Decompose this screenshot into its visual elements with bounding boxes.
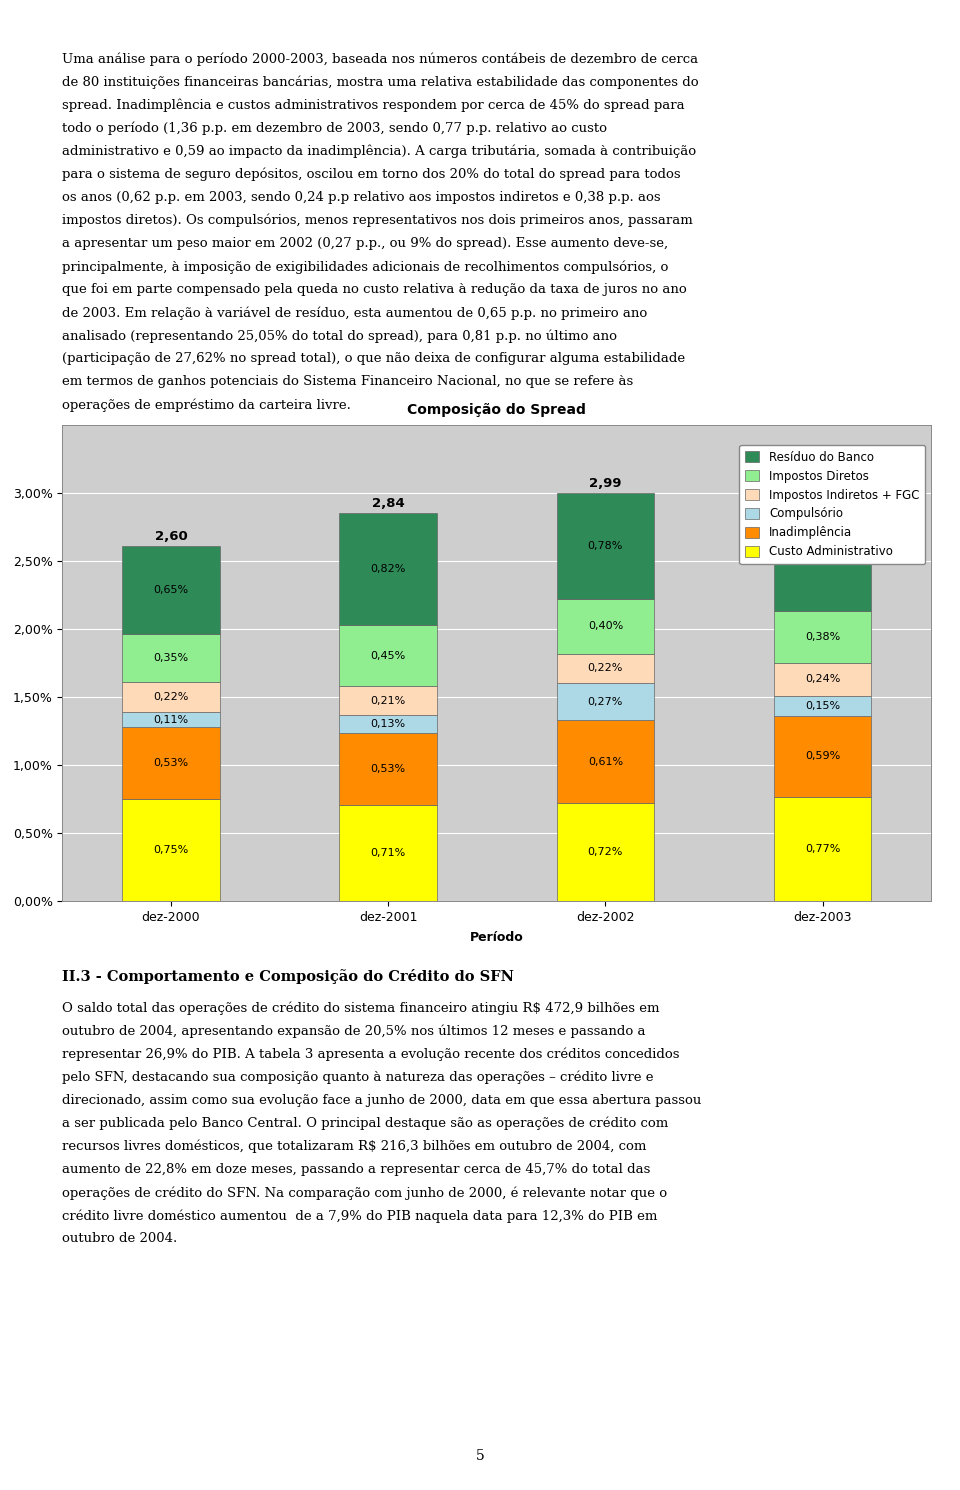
Text: aumento de 22,8% em doze meses, passando a representar cerca de 45,7% do total d: aumento de 22,8% em doze meses, passando… [62,1162,651,1176]
Text: 5: 5 [475,1450,485,1463]
Text: todo o período (1,36 p.p. em dezembro de 2003, sendo 0,77 p.p. relativo ao custo: todo o período (1,36 p.p. em dezembro de… [62,122,608,136]
Text: analisado (representando 25,05% do total do spread), para 0,81 p.p. no último an: analisado (representando 25,05% do total… [62,329,617,343]
Text: impostos diretos). Os compulsórios, menos representativos nos dois primeiros ano: impostos diretos). Os compulsórios, meno… [62,215,693,228]
Text: os anos (0,62 p.p. em 2003, sendo 0,24 p.p relativo aos impostos indiretos e 0,3: os anos (0,62 p.p. em 2003, sendo 0,24 p… [62,191,661,204]
Bar [774,663,872,696]
Text: Uma análise para o período 2000-2003, baseada nos números contábeis de dezembro : Uma análise para o período 2000-2003, ba… [62,52,699,66]
Bar [774,611,872,663]
Text: 0,38%: 0,38% [805,632,840,642]
Text: 0,53%: 0,53% [154,758,188,769]
Text: II.3 - Comportamento e Composição do Crédito do SFN: II.3 - Comportamento e Composição do Cré… [62,968,515,983]
Bar [122,799,220,901]
Bar [122,545,220,635]
Text: crédito livre doméstico aumentou  de a 7,9% do PIB naquela data para 12,3% do PI: crédito livre doméstico aumentou de a 7,… [62,1210,658,1223]
Text: representar 26,9% do PIB. A tabela 3 apresenta a evolução recente dos créditos c: representar 26,9% do PIB. A tabela 3 apr… [62,1047,680,1061]
Bar [122,712,220,727]
Text: 0,40%: 0,40% [588,621,623,632]
Text: outubro de 2004.: outubro de 2004. [62,1232,178,1246]
Bar [557,599,655,654]
Text: 0,65%: 0,65% [154,586,188,595]
Text: 0,22%: 0,22% [154,693,189,702]
Text: 0,15%: 0,15% [805,700,840,711]
Text: recursos livres domésticos, que totalizaram R$ 216,3 bilhões em outubro de 2004,: recursos livres domésticos, que totaliza… [62,1140,647,1153]
Text: 0,81%: 0,81% [805,551,840,562]
X-axis label: Período: Período [470,931,523,945]
Text: a ser publicada pelo Banco Central. O principal destaque são as operações de cré: a ser publicada pelo Banco Central. O pr… [62,1118,669,1131]
Text: operações de crédito do SFN. Na comparação com junho de 2000, é relevante notar : operações de crédito do SFN. Na comparaç… [62,1186,667,1199]
Text: a apresentar um peso maior em 2002 (0,27 p.p., ou 9% do spread). Esse aumento de: a apresentar um peso maior em 2002 (0,27… [62,237,668,250]
Text: O saldo total das operações de crédito do sistema financeiro atingiu R$ 472,9 bi: O saldo total das operações de crédito d… [62,1001,660,1015]
Bar [557,684,655,720]
Text: 0,78%: 0,78% [588,541,623,551]
Text: 0,22%: 0,22% [588,663,623,673]
Text: 0,21%: 0,21% [371,696,406,705]
Text: 0,77%: 0,77% [804,843,840,854]
Bar [339,733,437,805]
Text: direcionado, assim como sua evolução face a junho de 2000, data em que essa aber: direcionado, assim como sua evolução fac… [62,1094,702,1107]
Text: 0,24%: 0,24% [804,675,840,684]
Text: principalmente, à imposição de exigibilidades adicionais de recolhimentos compul: principalmente, à imposição de exigibili… [62,261,669,274]
Bar [122,635,220,682]
Text: 0,75%: 0,75% [154,845,188,855]
Text: 0,59%: 0,59% [805,751,840,761]
Text: outubro de 2004, apresentando expansão de 20,5% nos últimos 12 meses e passando : outubro de 2004, apresentando expansão d… [62,1025,646,1039]
Text: spread. Inadimplência e custos administrativos respondem por cerca de 45% do spr: spread. Inadimplência e custos administr… [62,98,685,112]
Bar [557,803,655,901]
Bar [557,720,655,803]
Bar [339,513,437,624]
Title: Composição do Spread: Composição do Spread [407,402,587,417]
Text: 0,35%: 0,35% [154,653,188,663]
Text: 0,82%: 0,82% [371,565,406,574]
Text: 0,72%: 0,72% [588,848,623,857]
Bar [122,727,220,799]
Text: 2,60: 2,60 [155,530,187,544]
Text: 0,53%: 0,53% [371,764,406,773]
Text: que foi em parte compensado pela queda no custo relativa à redução da taxa de ju: que foi em parte compensado pela queda n… [62,283,687,297]
Text: de 80 instituições financeiras bancárias, mostra uma relativa estabilidade das c: de 80 instituições financeiras bancárias… [62,74,699,89]
Bar [339,624,437,687]
Bar [774,696,872,717]
Bar [557,493,655,599]
Text: 0,45%: 0,45% [371,651,406,660]
Text: 0,71%: 0,71% [371,848,406,858]
Text: operações de empréstimo da carteira livre.: operações de empréstimo da carteira livr… [62,399,351,413]
Text: em termos de ganhos potenciais do Sistema Financeiro Nacional, no que se refere : em termos de ganhos potenciais do Sistem… [62,375,634,389]
Bar [339,687,437,715]
Bar [774,501,872,611]
Text: administrativo e 0,59 ao impacto da inadimplência). A carga tributária, somada à: administrativo e 0,59 ao impacto da inad… [62,145,697,158]
Text: pelo SFN, destacando sua composição quanto à natureza das operações – crédito li: pelo SFN, destacando sua composição quan… [62,1070,654,1085]
Bar [339,715,437,733]
Text: (participação de 27,62% no spread total), o que não deixa de configurar alguma e: (participação de 27,62% no spread total)… [62,353,685,365]
Text: 0,27%: 0,27% [588,697,623,706]
Text: 2,94: 2,94 [806,484,839,496]
Text: 2,84: 2,84 [372,498,404,511]
Text: 0,11%: 0,11% [154,715,188,724]
Bar [122,682,220,712]
Bar [774,797,872,901]
Text: de 2003. Em relação à variável de resíduo, esta aumentou de 0,65 p.p. no primeir: de 2003. Em relação à variável de resídu… [62,307,648,320]
Text: 2,99: 2,99 [589,477,622,490]
Bar [557,654,655,684]
Text: para o sistema de seguro depósitos, oscilou em torno dos 20% do total do spread : para o sistema de seguro depósitos, osci… [62,168,681,182]
Bar [339,805,437,901]
Bar [774,717,872,797]
Text: 0,13%: 0,13% [371,718,406,729]
Text: 0,61%: 0,61% [588,757,623,767]
Legend: Resíduo do Banco, Impostos Diretos, Impostos Indiretos + FGC, Compulsório, Inadi: Resíduo do Banco, Impostos Diretos, Impo… [739,446,925,565]
